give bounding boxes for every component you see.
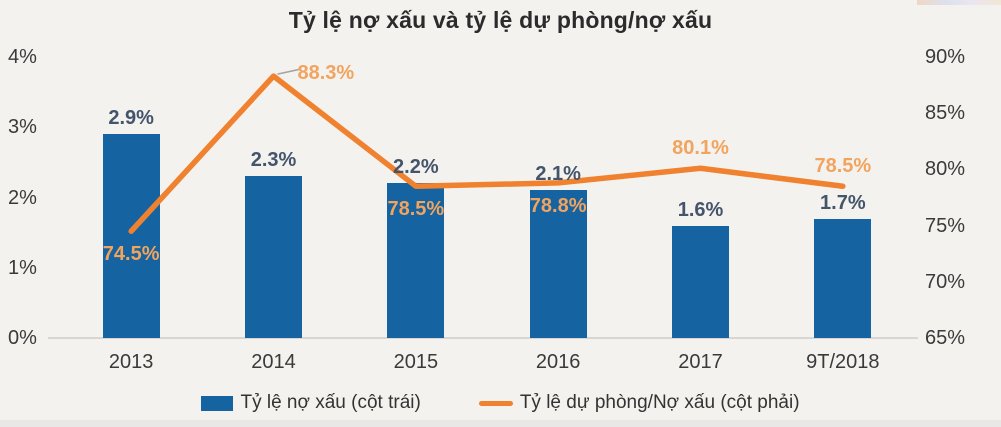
x-axis-label-2013: 2013 <box>108 351 154 373</box>
bar-9T/2018 <box>814 218 872 338</box>
right-axis-tick: 75% <box>925 214 966 237</box>
line-value-label: 78.5% <box>814 155 872 178</box>
bar-2013 <box>102 134 160 338</box>
chart-title: Tỷ lệ nợ xấu và tỷ lệ dự phòng/nợ xấu <box>288 7 713 33</box>
legend-item-bar-series: Tỷ lệ nợ xấu (cột trái) <box>201 392 421 414</box>
bar-value-label: 2.9% <box>108 107 154 130</box>
right-axis-tick: 85% <box>925 102 966 125</box>
x-axis-label-9T/2018: 9T/2018 <box>806 351 880 373</box>
bar-series-swatch-icon <box>201 395 234 411</box>
x-axis-label-2014: 2014 <box>251 351 296 373</box>
left-axis-tick: 1% <box>8 256 37 279</box>
top-right-artifact <box>917 0 1001 5</box>
line-value-label: 78.8% <box>529 194 587 217</box>
bottom-band <box>0 420 1001 427</box>
line-value-label: 78.5% <box>387 198 445 221</box>
left-axis-tick: 4% <box>8 46 37 68</box>
line-series-swatch-icon <box>478 400 513 406</box>
line-value-label: 74.5% <box>102 243 160 266</box>
legend-item-line-series: Tỷ lệ dự phòng/Nợ xấu (cột phải) <box>478 392 800 414</box>
line-value-label: 88.3% <box>297 62 355 85</box>
x-axis-label-2016: 2016 <box>535 351 581 373</box>
bar-2017 <box>672 225 729 338</box>
x-axis-label-2015: 2015 <box>393 351 439 373</box>
bar-value-label: 1.7% <box>820 191 866 214</box>
left-axis-tick: 3% <box>8 116 37 139</box>
left-axis-tick: 0% <box>8 327 37 349</box>
bar-value-label: 1.6% <box>677 198 724 221</box>
right-axis-tick: 65% <box>925 327 966 349</box>
bar-value-label: 2.1% <box>535 163 581 186</box>
right-axis-tick: 90% <box>925 46 966 68</box>
right-axis-tick: 70% <box>925 270 966 293</box>
line-value-label: 80.1% <box>672 137 729 160</box>
x-axis-label-2017: 2017 <box>678 351 723 373</box>
legend: Tỷ lệ nợ xấu (cột trái) Tỷ lệ dự phòng/N… <box>0 392 1001 414</box>
x-axis-line <box>48 337 918 339</box>
bar-value-label: 2.2% <box>393 156 439 179</box>
bar-value-label: 2.3% <box>250 149 297 172</box>
bar-2014 <box>245 176 302 338</box>
right-axis-tick: 80% <box>925 158 966 181</box>
legend-line-label: Tỷ lệ dự phòng/Nợ xấu (cột phải) <box>519 392 800 413</box>
legend-bar-label: Tỷ lệ nợ xấu (cột trái) <box>240 392 421 413</box>
left-axis-tick: 2% <box>8 186 37 209</box>
